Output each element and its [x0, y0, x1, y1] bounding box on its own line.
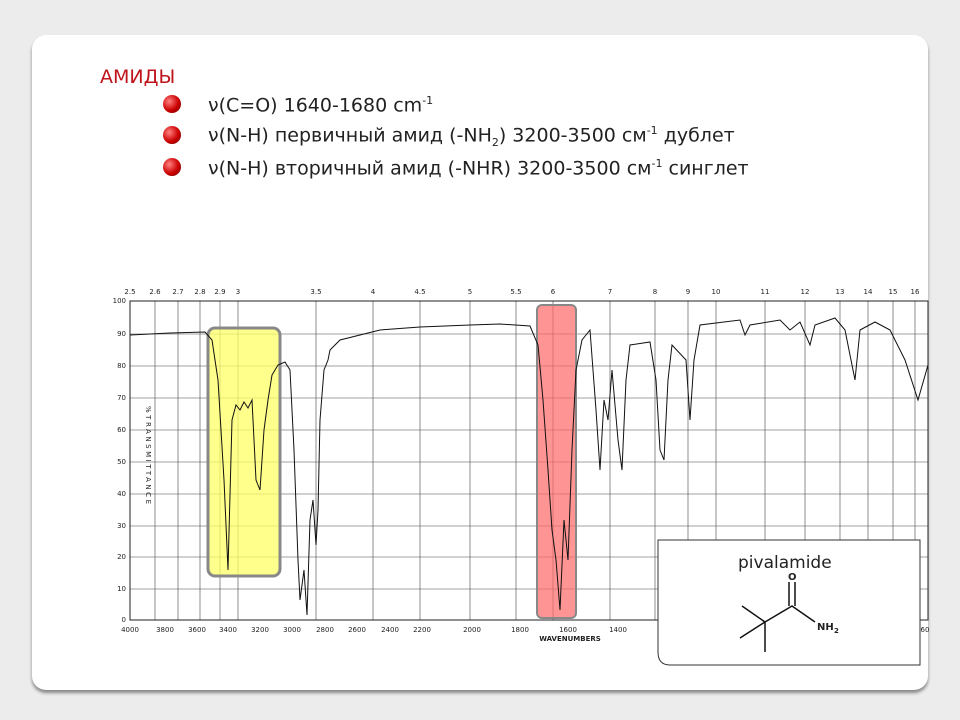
bottom-tick-label: 2000 — [463, 626, 481, 634]
bottom-tick-label: 1400 — [609, 626, 627, 634]
top-tick-label: 12 — [801, 288, 810, 296]
bullet-text: ν(N-H) вторичный амид (-NHR) 3200-3500 с… — [208, 157, 749, 179]
y-axis-title: %TRANSMITTANCE — [144, 406, 152, 504]
top-tick-label: 15 — [889, 288, 898, 296]
top-tick-label: 2.5 — [124, 288, 135, 296]
bottom-tick-label: 1800 — [511, 626, 529, 634]
bullet-text: ν(C=O) 1640-1680 cm-1 — [208, 94, 433, 116]
bottom-tick-label: 3800 — [156, 626, 174, 634]
sup: -1 — [646, 124, 658, 137]
top-tick-label: 4 — [371, 288, 376, 296]
left-tick-label: 20 — [117, 553, 126, 561]
text: ν(N-H) первичный амид (-NH — [208, 124, 492, 147]
text: ) 3200-3500 см — [498, 124, 647, 147]
top-tick-label: 3 — [236, 288, 240, 296]
top-tick-label: 8 — [653, 288, 657, 296]
left-tick-label: 80 — [117, 362, 126, 370]
left-tick-label: 40 — [117, 490, 126, 498]
plot-frame — [129, 300, 929, 621]
text: ν(N-H) вторичный амид (-NHR) 3200-3500 с… — [208, 157, 652, 180]
bullet-text: ν(N-H) первичный амид (-NH2) 3200-3500 с… — [208, 124, 735, 149]
top-tick-label: 13 — [836, 288, 845, 296]
bottom-tick-label: 3400 — [219, 626, 237, 634]
bullet-dot — [163, 158, 181, 176]
left-tick-label: 50 — [117, 458, 126, 466]
sup: -1 — [651, 157, 663, 170]
left-tick-label: 30 — [117, 522, 126, 530]
left-tick-label: 60 — [117, 426, 126, 434]
left-tick-label: 100 — [113, 297, 126, 305]
molecule-bonds — [739, 582, 816, 652]
top-tick-label: 2.6 — [149, 288, 161, 296]
bottom-tick-label: 2600 — [348, 626, 366, 634]
top-tick-label: 9 — [686, 288, 690, 296]
bottom-tick-label: 1600 — [559, 626, 577, 634]
atom-o: O — [788, 572, 797, 583]
top-tick-label: 2.9 — [214, 288, 225, 296]
atom-n-sub: 2 — [834, 627, 839, 635]
bottom-tick-label: 60 — [921, 626, 930, 634]
left-tick-label: 90 — [117, 330, 126, 338]
left-tick-label: 10 — [117, 585, 126, 593]
bottom-tick-label: 2400 — [381, 626, 399, 634]
bullet-dot — [163, 126, 181, 144]
top-tick-label: 14 — [864, 288, 873, 296]
bottom-tick-label: 2200 — [413, 626, 431, 634]
top-tick-label: 7 — [608, 288, 612, 296]
text: дублет — [657, 124, 735, 147]
text: синглет — [662, 157, 749, 180]
x-axis-title: WAVENUMBERS — [539, 635, 601, 643]
highlight-nh — [206, 326, 282, 578]
left-tick-label: 70 — [117, 394, 126, 402]
slide-title: АМИДЫ — [100, 66, 176, 88]
top-tick-label: 3.5 — [310, 288, 321, 296]
top-tick-label: 10 — [712, 288, 721, 296]
text: ν(C=O) 1640-1680 cm — [208, 94, 423, 117]
left-tick-label: 0 — [122, 616, 126, 624]
bottom-tick-label: 3000 — [283, 626, 301, 634]
bullet-dot — [163, 95, 181, 113]
top-tick-label: 4.5 — [414, 288, 425, 296]
top-tick-label: 2.8 — [194, 288, 205, 296]
sup: -1 — [422, 94, 434, 107]
top-tick-label: 5 — [468, 288, 472, 296]
sub: 2 — [491, 136, 499, 150]
top-tick-label: 6 — [551, 288, 556, 296]
molecule-name: pivalamide — [738, 553, 832, 573]
top-tick-label: 5.5 — [510, 288, 521, 296]
bottom-tick-label: 2800 — [316, 626, 334, 634]
bottom-tick-label: 4000 — [121, 626, 139, 634]
top-tick-label: 2.7 — [172, 288, 183, 296]
spectrum-curve — [129, 317, 929, 616]
bottom-tick-label: 3600 — [188, 626, 206, 634]
atom-n: NH — [817, 622, 834, 633]
top-tick-label: 11 — [761, 288, 770, 296]
bottom-tick-label: 3200 — [251, 626, 269, 634]
top-tick-label: 16 — [911, 288, 920, 296]
